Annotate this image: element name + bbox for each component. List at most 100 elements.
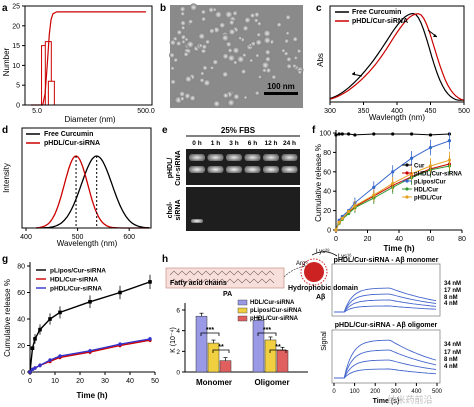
gel-band-well-1 [207, 154, 224, 161]
panel-f-legend-2: pLipos/Cur [414, 180, 446, 186]
panel-g-legend-0: pLipos/Cur-siRNA [50, 268, 106, 275]
tem-particle [264, 49, 271, 56]
gel-band-3 [244, 166, 261, 173]
tem-particle [271, 74, 277, 80]
panel-f-legend-1: pHDL/Cur-siRNA [414, 172, 463, 178]
panel-j-xtick-0: 0 [332, 389, 336, 395]
panel-g-point [30, 367, 35, 372]
panel-f-xtick-4: 80 [458, 236, 466, 243]
tem-particle [200, 9, 207, 15]
panel-f-point [334, 133, 338, 137]
tem-particle [212, 58, 219, 66]
tem-particle [204, 39, 211, 45]
panel-h-legend-2: pHDL/Cur-siRNA [250, 316, 299, 322]
panel-j-conc-3: 4 nM [444, 364, 458, 370]
tem-particle [181, 39, 186, 45]
panel-g-point [38, 363, 42, 368]
panel-f-point [410, 132, 414, 136]
panel-letter-f: f [312, 125, 316, 136]
panel-h-significance: *** ** *** ** [200, 327, 287, 353]
tem-particle [198, 32, 206, 40]
panel-d-series-free-curcumin [36, 155, 150, 229]
panel-g-xtick-5: 50 [151, 378, 159, 385]
binding-link [283, 265, 307, 278]
panel-f-xticks: 0 20 40 60 80 [334, 230, 466, 243]
panel-g-plot [28, 274, 152, 374]
gel-band-well-2 [226, 154, 242, 161]
panel-h-yticks: 0 2 4 6 [176, 308, 185, 377]
panel-g-point [58, 354, 62, 358]
panel-c-series-phdl-cur-sirna [329, 13, 465, 101]
panel-f-point [337, 132, 341, 136]
panel-g-xtick-4: 40 [126, 378, 134, 385]
tem-particle [200, 16, 207, 22]
tem-particle [212, 7, 217, 12]
tem-particle [222, 92, 230, 99]
panel-f-point [410, 156, 414, 160]
panel-c-xtick-4: 500 [458, 108, 470, 115]
panel-e-title: 25% FBS [221, 126, 256, 135]
gel-band-well-0 [189, 154, 205, 161]
tem-particle [293, 55, 298, 61]
sensorgram-j-curves-2 [334, 359, 437, 379]
panel-e-lane-3: 6 h [248, 140, 257, 147]
tem-particle [203, 79, 211, 87]
panel-f-legend-3: HDL/Cur [414, 188, 439, 194]
panel-letter-d: d [2, 125, 8, 136]
tem-particle [221, 71, 229, 78]
tem-particle [180, 25, 186, 31]
panel-g-point [30, 346, 35, 350]
gel-top [186, 149, 300, 185]
tem-particle [236, 55, 245, 64]
tem-particle [214, 10, 223, 19]
tem-particle [186, 40, 195, 49]
gel-band-well-5 [281, 154, 298, 161]
arrow-right-head-icon [433, 34, 437, 37]
panel-h-legend-swatch-2 [237, 315, 248, 322]
panel-j-axes [331, 329, 441, 384]
tem-particle [170, 66, 175, 71]
panel-i-axes [331, 263, 441, 317]
tem-particle [169, 39, 177, 46]
sensorgram-i-curves-0 [334, 287, 437, 313]
panel-c-legend-1: pHDL/Cur-siRNA [352, 18, 408, 25]
panel-g-point [33, 337, 37, 341]
tem-particle [264, 56, 272, 63]
panel-f-point [391, 132, 395, 136]
panel-g-xtick-1: 10 [51, 378, 59, 385]
tem-particle [187, 18, 194, 25]
abeta-label: Aβ [316, 294, 326, 301]
panel-g-yticks: 0 20 40 60 80 [17, 264, 30, 377]
tem-particle [292, 36, 299, 43]
panel-g: g Cumulative release % 0 20 40 60 80 0 10 20 30… [2, 254, 159, 400]
panel-g-point [148, 280, 152, 284]
panel-f-point [391, 170, 395, 174]
panel-f-ytick-0: 0 [327, 228, 331, 235]
panel-e-lane-4: 12 h [264, 140, 277, 147]
gel-band-well-4 [263, 154, 279, 161]
tem-particle [208, 27, 215, 35]
panel-j-conc-0: 34 nM [444, 342, 461, 348]
gel-chol-sirna-band [191, 219, 203, 223]
tem-particle [198, 43, 203, 48]
panel-f-plot [334, 132, 451, 232]
panel-e-row-label-1a: chol- [167, 201, 174, 218]
tem-particle [222, 52, 230, 60]
tem-particle [179, 20, 187, 27]
tem-particle [202, 65, 208, 71]
panel-letter-g: g [2, 254, 8, 265]
panel-g-ytick-2: 40 [17, 317, 25, 324]
panel-f-point [340, 132, 344, 136]
fatty-acid-label: Fatty acid chains [170, 280, 227, 287]
panel-f-point [447, 139, 451, 143]
panel-g-ytick-4: 80 [17, 264, 25, 271]
panel-h-bar-2-0 [219, 360, 232, 373]
panel-d-xtick-2: 600 [123, 234, 135, 241]
panel-f-ytick-2: 40 [323, 189, 331, 196]
panel-h-group-0: Monomer [196, 378, 232, 387]
panel-c: c Abs 300 350 400 450 500 Wavlength (nm) Fre… [316, 3, 470, 122]
fatty-chain-1 [169, 270, 275, 276]
abeta-ball-icon [304, 262, 324, 282]
